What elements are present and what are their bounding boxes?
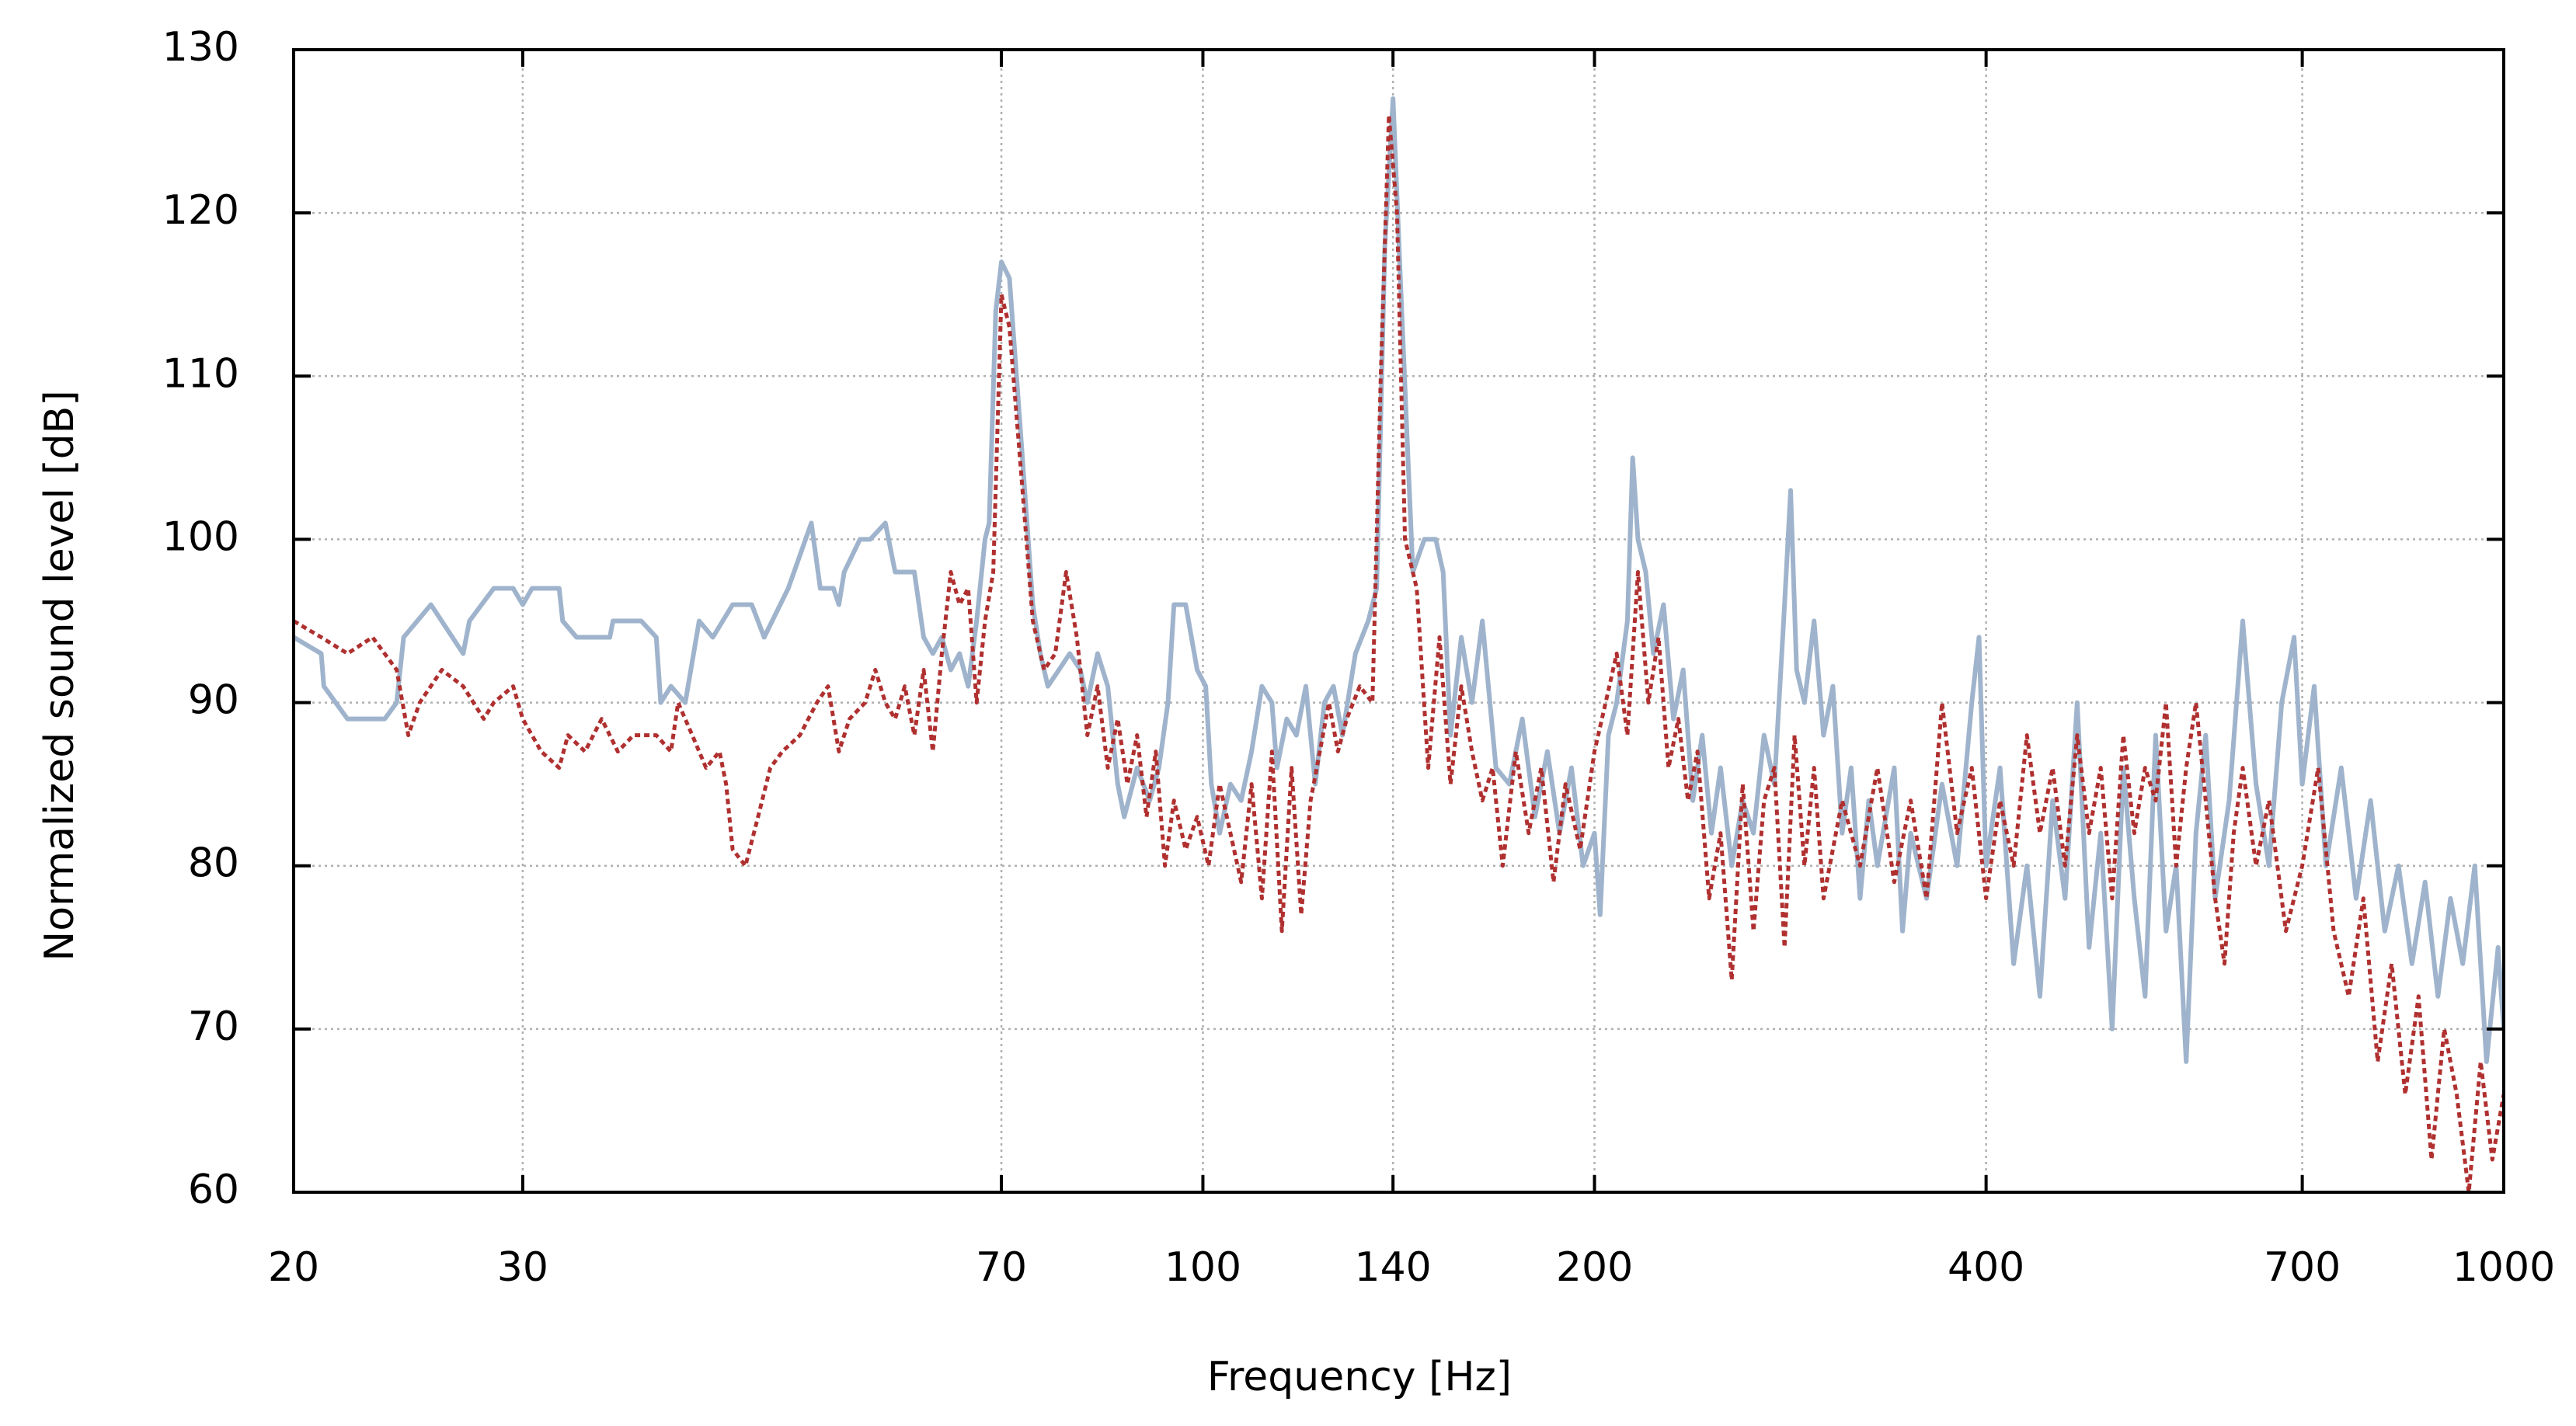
y-tick-label: 60 [188,1167,239,1213]
y-axis-label: Normalized sound level [dB] [37,390,83,961]
x-axis-label: Frequency [Hz] [1207,1354,1512,1400]
plot-frame [292,48,2505,1194]
x-tick-label: 400 [1948,1244,2024,1291]
ticks: 20 30 70 100 140 200 400 700 1000 60 70 80 90 100 110 1… [162,24,2555,1291]
plot-area [294,96,2504,1192]
y-tick-label: 90 [188,677,239,724]
x-tick-label: 140 [1355,1244,1432,1291]
x-tick-label: 20 [268,1244,319,1291]
x-tick-label: 200 [1556,1244,1633,1291]
series-line [294,113,2504,1192]
y-tick-label: 120 [162,187,239,234]
y-tick-label: 100 [162,513,239,560]
y-tick-label: 80 [188,840,239,887]
x-tick-label: 70 [976,1244,1027,1291]
y-tick-label: 70 [188,1003,239,1050]
y-tick-label: 130 [162,24,239,71]
x-tick-label: 1000 [2452,1244,2555,1291]
series-line [294,96,2504,1064]
x-tick-label: 100 [1164,1244,1241,1291]
y-tick-label: 110 [162,350,239,397]
x-tick-label: 700 [2264,1244,2341,1291]
x-tick-label: 30 [497,1244,548,1291]
